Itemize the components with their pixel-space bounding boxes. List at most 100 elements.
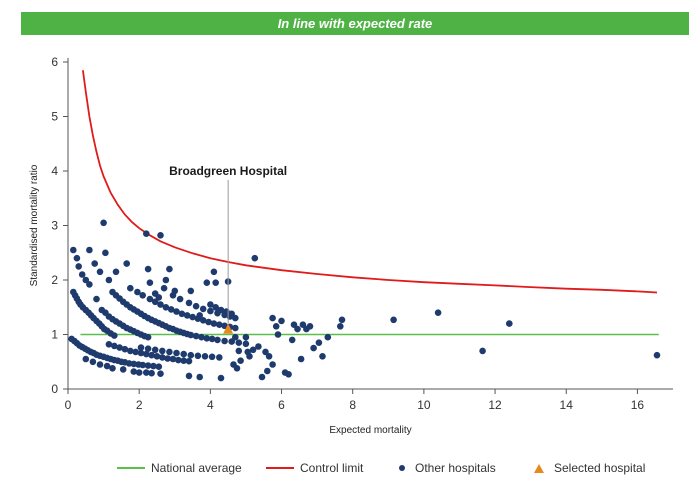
x-tick-label: 6 xyxy=(278,398,285,412)
selected-hospital-point xyxy=(223,323,234,334)
other-hospital-point xyxy=(123,260,130,267)
other-hospital-point xyxy=(70,246,77,254)
other-hospital-point xyxy=(148,351,155,359)
other-hospital-point xyxy=(105,341,113,348)
other-hospital-point xyxy=(127,284,134,292)
other-hospital-point xyxy=(137,349,145,357)
other-hospital-point xyxy=(315,339,323,347)
other-hospital-point xyxy=(210,268,218,276)
other-hospital-point xyxy=(91,260,98,267)
other-hospital-point xyxy=(272,323,280,330)
other-hospital-point xyxy=(183,312,191,319)
other-hospital-point xyxy=(255,343,262,350)
other-hospital-point xyxy=(479,347,486,355)
other-hospital-point xyxy=(169,292,177,299)
other-hospital-point xyxy=(173,308,180,315)
other-hospital-point xyxy=(93,295,100,303)
other-hospital-point xyxy=(187,331,195,339)
other-hospital-point xyxy=(251,254,259,262)
other-hospital-point xyxy=(132,348,139,356)
y-axis-title: Standardised mortality ratio xyxy=(29,164,40,286)
x-tick-label: 4 xyxy=(207,398,214,412)
chart-lines xyxy=(80,70,659,336)
other-hospital-point xyxy=(216,354,223,361)
other-hospital-point xyxy=(100,219,107,227)
other-hospital-point xyxy=(185,299,193,307)
other-hospital-point xyxy=(166,265,173,273)
other-hospital-point xyxy=(207,301,214,308)
other-hospital-point xyxy=(144,333,152,341)
other-hospital-point xyxy=(159,354,166,361)
other-hospital-point xyxy=(86,246,93,254)
y-tick-label: 4 xyxy=(51,164,58,178)
other-hospital-point xyxy=(242,340,250,348)
other-hospital-point xyxy=(157,370,164,378)
other-hospital-point xyxy=(228,338,235,345)
other-hospital-point xyxy=(203,279,211,287)
other-hospital-point xyxy=(135,369,143,376)
other-hospital-point xyxy=(208,353,216,361)
legend-item-national-average: National average xyxy=(117,458,242,478)
other-hospital-point xyxy=(189,313,196,321)
other-hospital-point xyxy=(653,351,661,359)
other-hospital-point xyxy=(269,314,276,322)
other-hospital-point xyxy=(338,316,346,324)
other-hospital-point xyxy=(212,304,219,311)
other-hospital-point xyxy=(175,356,182,364)
other-hospital-point xyxy=(187,351,195,359)
other-hospital-point xyxy=(258,373,266,381)
other-hospital-point xyxy=(86,281,93,288)
other-hospital-point xyxy=(96,361,104,368)
x-tick-label: 12 xyxy=(488,398,502,412)
other-hospital-point xyxy=(274,331,282,338)
x-tick-label: 16 xyxy=(631,398,645,412)
other-hospital-point xyxy=(324,333,332,341)
other-hospital-point xyxy=(297,355,305,363)
control-limit-line xyxy=(82,70,658,294)
legend-line-national-average xyxy=(117,467,145,469)
other-hospital-point xyxy=(217,374,225,382)
other-hospital-point xyxy=(192,302,200,310)
other-hospital-point xyxy=(290,321,298,329)
other-hospital-point xyxy=(82,276,90,284)
legend-item-selected-hospital: Selected hospital xyxy=(532,458,645,478)
other-hospital-point xyxy=(162,304,170,311)
other-hospital-point xyxy=(262,348,269,356)
other-hospital-point xyxy=(194,352,202,360)
other-hospital-point xyxy=(73,254,81,262)
legend-label-selected-hospital: Selected hospital xyxy=(554,461,646,475)
other-hospital-point xyxy=(299,321,307,329)
other-hospital-point xyxy=(199,305,207,313)
other-hospital-point xyxy=(167,306,175,313)
other-hospital-point xyxy=(216,321,223,329)
other-hospital-point xyxy=(285,371,292,378)
other-hospital-point xyxy=(157,301,164,308)
other-hospital-point xyxy=(148,369,155,377)
other-hospital-point xyxy=(196,373,203,381)
legend-marker-other-hospitals xyxy=(399,465,405,471)
other-hospital-point xyxy=(139,361,146,369)
other-hospital-point xyxy=(235,339,243,347)
other-hospital-point xyxy=(82,355,90,363)
other-hospital-point xyxy=(201,353,209,360)
legend-item-control-limit: Control limit xyxy=(266,458,363,478)
other-hospital-point xyxy=(164,355,171,362)
other-hospital-point xyxy=(146,279,154,287)
other-hospital-point xyxy=(105,276,113,284)
other-hospital-point xyxy=(127,347,134,355)
other-hospital-point xyxy=(180,357,187,365)
other-hospital-point xyxy=(264,367,271,375)
other-hospital-point xyxy=(210,320,218,327)
other-hospital-point xyxy=(294,325,301,333)
other-hospital-point xyxy=(78,271,86,278)
other-hospital-point xyxy=(150,362,157,370)
x-tick-label: 2 xyxy=(136,398,143,412)
other-hospital-point xyxy=(112,268,120,276)
other-hospital-point xyxy=(221,337,228,345)
status-banner: In line with expected rate xyxy=(21,12,689,35)
other-hospital-point xyxy=(146,295,154,303)
other-hospital-point xyxy=(143,230,150,237)
y-tick-label: 2 xyxy=(51,273,58,287)
